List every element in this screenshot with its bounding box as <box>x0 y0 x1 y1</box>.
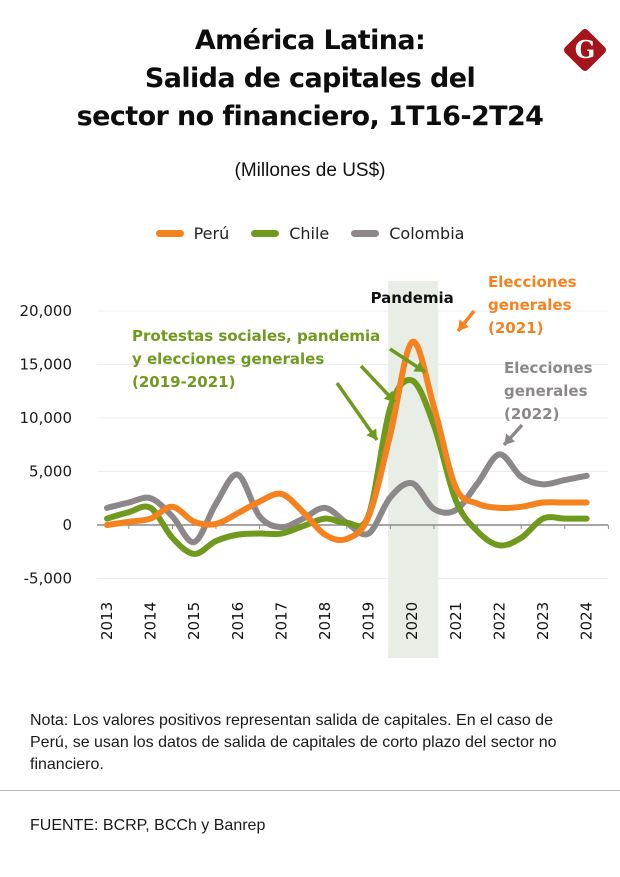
y-tick-label: 5,000 <box>29 463 72 481</box>
annotation-colombia: Elecciones <box>504 359 593 377</box>
legend-swatch-chile <box>251 230 280 237</box>
x-tick-label: 2021 <box>447 602 465 640</box>
series-line-peru <box>104 339 590 544</box>
arrow-chile-1 <box>335 381 379 442</box>
arrow-chile-2-head <box>383 390 395 402</box>
annotation-peru: generales <box>488 296 572 314</box>
title-line-3: sector no financiero, 1T16-2T24 <box>76 101 544 132</box>
annotation-chile: (2019-2021) <box>132 373 235 391</box>
legend-swatch-colombia <box>351 230 380 237</box>
annotation-chile: y elecciones generales <box>132 350 324 368</box>
annotation-peru: (2021) <box>488 319 543 337</box>
x-tick-label: 2018 <box>316 602 334 640</box>
arrow-colombia-head <box>504 433 516 445</box>
x-tick-label: 2013 <box>98 602 116 640</box>
y-tick-label: -5,000 <box>24 570 72 588</box>
legend: Perú Chile Colombia <box>0 224 620 243</box>
divider <box>0 790 620 791</box>
line-chart: Pandemia 20,000 15,000 10,000 5,000 0 -5,000 2… <box>20 273 609 658</box>
title-line-2: Salida de capitales del <box>144 63 476 94</box>
x-tick-label: 2016 <box>229 602 247 640</box>
x-tick-label: 2024 <box>578 602 596 640</box>
chart-title: América Latina: Salida de capitales del … <box>0 22 620 136</box>
annotation-chile: Protestas sociales, pandemia <box>132 327 380 345</box>
y-tick-label: 20,000 <box>20 302 73 320</box>
legend-label-peru: Perú <box>193 224 230 243</box>
legend-item-chile: Chile <box>251 224 329 243</box>
annotation-colombia: (2022) <box>504 405 559 423</box>
x-tick-label: 2015 <box>185 602 203 640</box>
title-line-1: América Latina: <box>194 25 426 56</box>
x-tick-label: 2023 <box>534 602 552 640</box>
annotation-colombia: generales <box>504 382 588 400</box>
x-tick-label: 2014 <box>142 602 160 640</box>
chart-subtitle: (Millones de US$) <box>234 160 386 181</box>
pandemic-label: Pandemia <box>371 289 454 307</box>
logo-letter: G <box>575 35 596 64</box>
arrow-chile-3-head <box>413 361 425 372</box>
series-line-chile <box>104 376 590 557</box>
legend-label-chile: Chile <box>289 224 330 243</box>
footnote: Nota: Los valores positivos representan … <box>30 712 557 773</box>
y-tick-label: 15,000 <box>20 356 73 374</box>
x-tick-label: 2020 <box>403 602 421 640</box>
arrow-peru-head <box>458 319 469 331</box>
y-tick-label: 10,000 <box>20 409 73 427</box>
legend-item-peru: Perú <box>155 224 230 243</box>
pandemic-band <box>388 281 439 658</box>
x-tick-label: 2017 <box>272 602 290 640</box>
legend-swatch-peru <box>155 230 184 237</box>
y-tick-label: 0 <box>62 516 72 534</box>
source-note: FUENTE: BCRP, BCCh y Banrep <box>30 817 266 834</box>
legend-label-colombia: Colombia <box>389 224 465 243</box>
x-tick-label: 2022 <box>490 602 508 640</box>
x-tick-label: 2019 <box>360 602 378 640</box>
legend-item-colombia: Colombia <box>351 224 464 243</box>
arrow-chile-1-head <box>366 428 377 440</box>
annotation-peru: Elecciones <box>488 273 577 291</box>
series-line-colombia <box>104 451 590 546</box>
gestion-logo-icon: G <box>564 29 606 71</box>
